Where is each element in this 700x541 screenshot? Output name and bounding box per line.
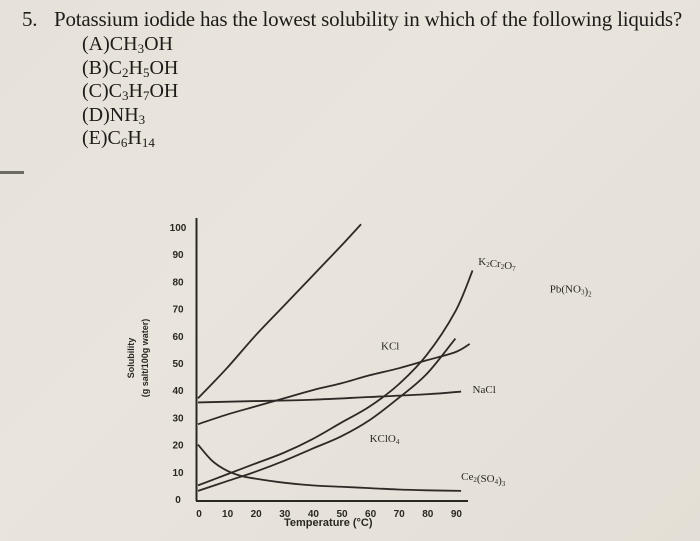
series-label-kclo4: KClO4 (370, 433, 400, 446)
y-tick-label: 30 (172, 413, 184, 424)
y-tick-label: 70 (172, 305, 184, 316)
question-text: Potassium iodide has the lowest solubili… (54, 7, 682, 31)
series-labels: Pb(NO3)2 K2Cr2O7 KCl NaCl KClO4 Ce2(SO4)3 (370, 256, 593, 488)
y-tick-label: 90 (172, 250, 184, 261)
y-axis-title: Solubility (g salt/100g water) (126, 319, 150, 398)
choice-letter: (B) (82, 56, 109, 79)
y-tick-labels: 0 10 20 30 40 50 60 70 80 90 100 (170, 223, 187, 506)
series-line-kclo4 (197, 337, 457, 492)
choice-formula: C6H14 (107, 127, 155, 150)
x-tick-label: 50 (336, 509, 348, 520)
y-tick-label: 20 (172, 441, 184, 452)
choice-c[interactable]: (C)C3H7OH (82, 80, 178, 104)
x-tick-label: 80 (422, 509, 434, 520)
margin-dash (0, 171, 24, 174)
x-axis-title: Temperature (°C) (284, 517, 373, 529)
choice-formula: CH3OH (109, 33, 173, 56)
chart-series (197, 223, 474, 492)
series-label-pb-no3-2: Pb(NO3)2 (550, 283, 592, 298)
choice-e[interactable]: (E)C6H14 (82, 127, 178, 151)
x-tick-label: 0 (196, 509, 202, 520)
choice-letter: (C) (82, 80, 109, 102)
x-tick-label: 90 (451, 509, 463, 520)
y-tick-label: 0 (175, 495, 181, 506)
choice-formula: C2H5OH (108, 56, 179, 80)
y-tick-label: 10 (172, 468, 184, 479)
x-tick-label: 70 (394, 509, 406, 520)
choice-letter: (E) (82, 127, 108, 149)
series-line-pb-no3-2 (197, 223, 362, 399)
series-label-k2cr2o7: K2Cr2O7 (478, 256, 516, 273)
choice-b[interactable]: (B)C2H5OH (82, 57, 178, 81)
choice-formula: C3H7OH (108, 80, 179, 103)
choice-letter: (A) (82, 33, 110, 55)
x-tick-label: 10 (222, 509, 234, 520)
y-tick-label: 40 (172, 386, 184, 397)
y-tick-label: 60 (172, 332, 184, 343)
series-line-ce2-so4-3 (197, 444, 462, 492)
series-line-nacl (197, 390, 462, 404)
x-tick-label: 40 (308, 509, 320, 520)
choice-formula: NH3 (109, 103, 146, 127)
y-tick-label: 100 (170, 223, 187, 234)
y-axis-title-line: Solubility (126, 338, 136, 379)
choice-d[interactable]: (D)NH3 (82, 104, 178, 128)
x-tick-label: 20 (251, 509, 263, 520)
series-line-k2cr2o7 (197, 270, 474, 487)
answer-choices: (A)CH3OH (B)C2H5OH (C)C3H7OH (D)NH3 (E)C… (82, 33, 178, 151)
chart-axes (195, 218, 468, 502)
x-tick-label: 60 (365, 509, 377, 520)
y-tick-label: 80 (172, 277, 184, 288)
question: 5. Potassium iodide has the lowest solubi… (22, 6, 682, 32)
series-label-ce2-so4-3: Ce2(SO4)3 (461, 471, 506, 488)
choice-a[interactable]: (A)CH3OH (82, 33, 178, 57)
y-tick-label: 50 (172, 359, 184, 370)
series-label-kcl: KCl (381, 340, 399, 352)
choice-letter: (D) (82, 103, 110, 126)
series-label-nacl: NaCl (473, 384, 496, 396)
x-tick-label: 30 (279, 509, 291, 520)
y-axis-title-line: (g salt/100g water) (140, 319, 150, 398)
x-tick-labels: 0 10 20 30 40 50 60 70 80 90 (196, 509, 462, 520)
question-number: 5. (22, 7, 38, 31)
series-line-kcl (197, 343, 471, 426)
